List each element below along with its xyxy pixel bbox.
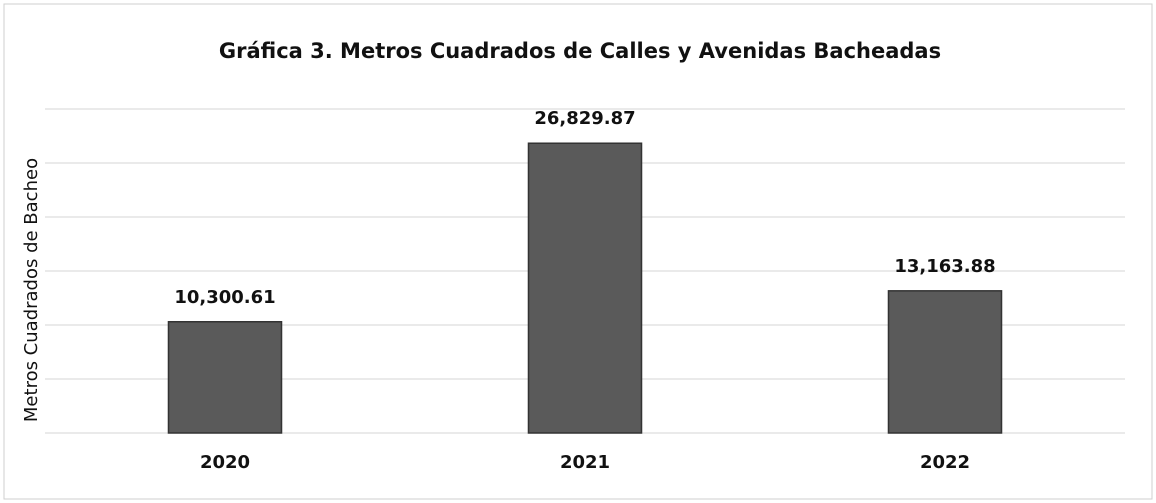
bar xyxy=(887,290,1003,434)
data-label: 26,829.87 xyxy=(534,108,635,129)
chart-title: Gráfica 3. Metros Cuadrados de Calles y … xyxy=(219,39,941,63)
data-label: 10,300.61 xyxy=(174,287,275,308)
x-tick-label: 2022 xyxy=(920,452,970,473)
bar xyxy=(167,321,283,434)
x-tick-label: 2020 xyxy=(200,452,250,473)
x-tick-label: 2021 xyxy=(560,452,610,473)
y-axis-label: Metros Cuadrados de Bacheo xyxy=(21,158,42,422)
data-label: 13,163.88 xyxy=(894,256,995,277)
bar xyxy=(527,142,643,434)
